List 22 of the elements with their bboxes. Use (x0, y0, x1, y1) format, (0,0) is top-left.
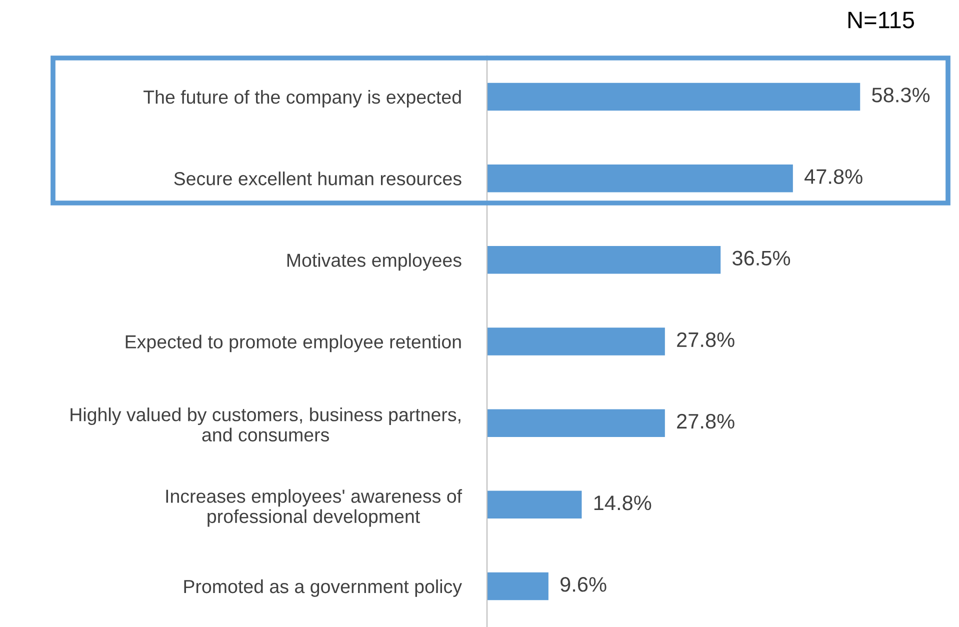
y-tick-label: Highly valued by customers, business partners, and consumers (70, 408, 460, 442)
data-label: 27.8% (677, 414, 734, 429)
y-tick-label: Promoted as a government policy (184, 579, 462, 597)
bar (487, 490, 582, 519)
data-label: 27.8% (677, 332, 734, 348)
y-tick-label: Expected to promote employee retention (126, 334, 461, 352)
bar (487, 409, 665, 437)
bar (487, 164, 793, 192)
y-tick-label: Secure excellent human resources (174, 172, 462, 186)
data-label: 9.6% (560, 577, 606, 592)
y-tick-label: The future of the company is expected (144, 90, 461, 108)
data-label: 36.5% (732, 250, 790, 266)
bar (487, 82, 860, 111)
data-label: 14.8% (594, 495, 652, 510)
y-tick-label: Increases employees' awareness of professional development (166, 489, 462, 527)
bar (487, 246, 721, 274)
data-label: 47.8% (804, 169, 862, 184)
bar (487, 572, 548, 600)
y-tick-label: Motivates employees (287, 253, 462, 271)
data-label: 58.3% (872, 88, 930, 102)
text: N=115 (848, 12, 914, 28)
bar (487, 328, 665, 356)
